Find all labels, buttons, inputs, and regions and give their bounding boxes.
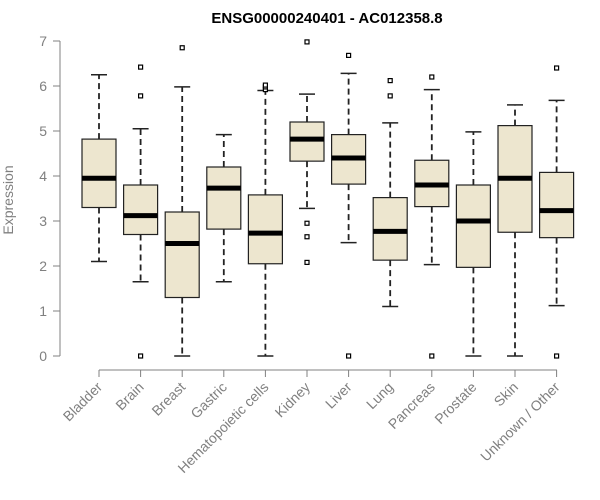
outlier-point [304, 220, 310, 226]
outlier-point [346, 353, 352, 359]
outlier-point [138, 64, 144, 70]
box-iqr [455, 184, 491, 268]
outlier-point [138, 353, 144, 359]
outlier-point [346, 52, 352, 59]
box-iqr [247, 194, 283, 265]
y-tick-label: 6 [39, 78, 47, 94]
box-iqr [206, 166, 242, 230]
box-6 [289, 39, 325, 265]
outlier-point [304, 234, 310, 240]
box-iqr [122, 184, 159, 236]
outlier-point [179, 45, 185, 51]
chart-title: ENSG00000240401 - AC012358.8 [211, 10, 442, 27]
x-tick-label: Unknown / Other [477, 379, 563, 465]
x-tick-label: Bladder [60, 379, 106, 425]
outlier-point [138, 93, 144, 99]
y-tick-label: 3 [39, 213, 47, 229]
y-axis-label: Expression [0, 165, 16, 234]
x-tick-label: Prostate [431, 379, 479, 427]
x-tick-label: Lung [363, 379, 396, 412]
boxes-group [81, 39, 575, 359]
box-iqr [538, 171, 575, 239]
y-tick-label: 0 [39, 348, 47, 364]
outlier-point [262, 82, 268, 88]
x-tick-label: Brain [112, 379, 146, 413]
outlier-point [387, 77, 393, 84]
y-tick-label: 5 [39, 123, 47, 139]
box-4 [206, 133, 242, 283]
x-tick-label: Skin [491, 379, 522, 410]
outlier-point [304, 39, 310, 45]
y-tick-label: 2 [39, 258, 47, 274]
x-tick-label: Liver [322, 379, 355, 412]
outlier-point [429, 353, 435, 359]
box-1 [81, 74, 117, 263]
box-iqr [164, 211, 200, 299]
box-9 [414, 74, 450, 359]
box-iqr [81, 138, 117, 209]
y-tick-label: 7 [39, 33, 47, 49]
outlier-point [429, 74, 435, 80]
x-tick-label: Kidney [272, 379, 314, 421]
y-axis-ticks: 0 1 2 3 4 5 6 7 [39, 33, 60, 364]
y-tick-label: 1 [39, 303, 47, 319]
box-7 [331, 52, 367, 359]
outlier-point [553, 65, 560, 71]
y-tick-label: 4 [39, 168, 47, 184]
box-12 [538, 65, 575, 359]
box-2 [122, 64, 159, 359]
box-8 [372, 77, 408, 308]
box-5 [247, 82, 283, 357]
box-3 [164, 45, 200, 357]
x-tick-label: Breast [148, 379, 188, 419]
outlier-point [553, 353, 560, 359]
outlier-point [387, 93, 393, 99]
outlier-point [304, 259, 310, 265]
box-11 [497, 104, 533, 357]
box-10 [455, 131, 491, 357]
